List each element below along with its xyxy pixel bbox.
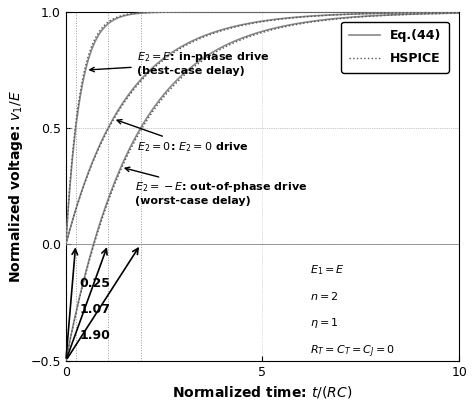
Text: $E_1=E$: $E_1=E$ bbox=[310, 263, 345, 277]
Text: $E_2=0$: $E_2=0$ drive: $E_2=0$: $E_2=0$ drive bbox=[117, 120, 248, 154]
Text: 0.25: 0.25 bbox=[80, 278, 110, 291]
Text: 1.07: 1.07 bbox=[80, 303, 110, 316]
Text: $E_2=E$: in-phase drive
(best-case delay): $E_2=E$: in-phase drive (best-case delay… bbox=[90, 50, 269, 76]
Text: $E_2=-E$: out-of-phase drive
(worst-case delay): $E_2=-E$: out-of-phase drive (worst-case… bbox=[125, 167, 307, 206]
Legend: Eq.(44), HSPICE: Eq.(44), HSPICE bbox=[341, 22, 449, 73]
Text: 1.90: 1.90 bbox=[80, 328, 110, 341]
X-axis label: Normalized time: $t/(RC)$: Normalized time: $t/(RC)$ bbox=[173, 384, 353, 400]
Text: $R_T=C_T=C_J=0$: $R_T=C_T=C_J=0$ bbox=[310, 343, 395, 360]
Text: $\eta=1$: $\eta=1$ bbox=[310, 317, 338, 330]
Y-axis label: Normalized voltage: $v_1/E$: Normalized voltage: $v_1/E$ bbox=[7, 90, 25, 283]
Text: $n=2$: $n=2$ bbox=[310, 290, 338, 302]
